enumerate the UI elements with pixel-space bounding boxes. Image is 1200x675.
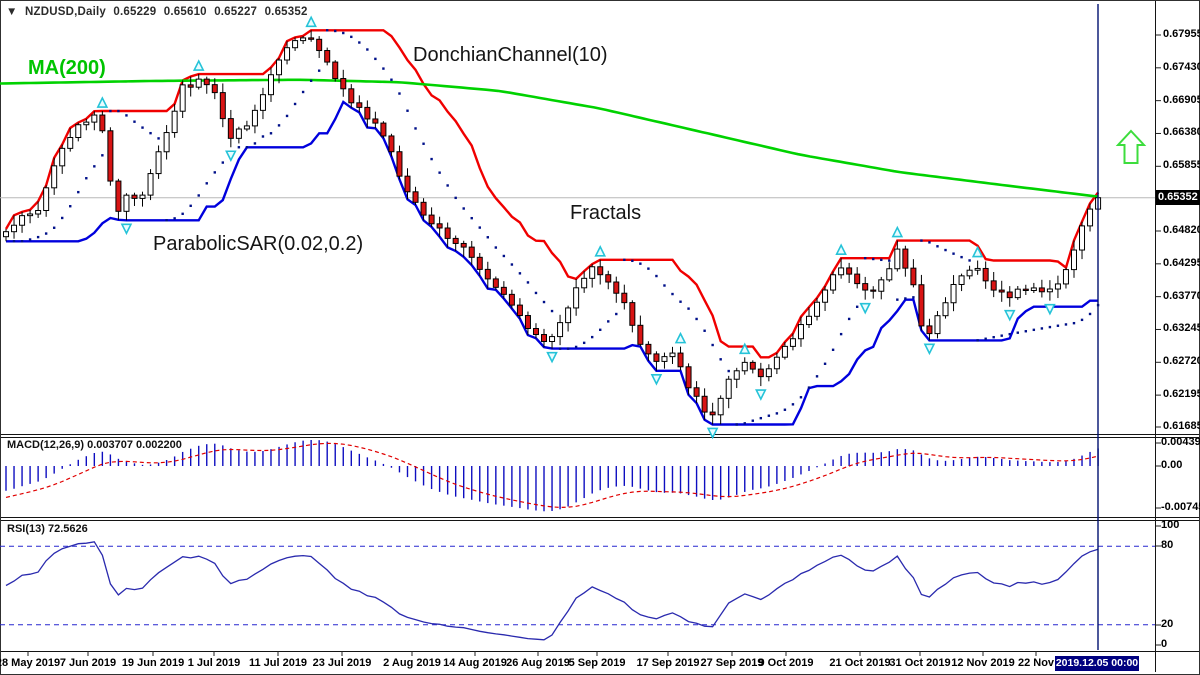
time-tick-label: 11 Jul 2019 bbox=[248, 657, 308, 669]
fractal-arrows bbox=[96, 15, 1056, 440]
donchian-annotation: DonchianChannel(10) bbox=[413, 44, 608, 66]
macd-tick-label: 0.004399 bbox=[1161, 436, 1200, 448]
time-tick-label: 19 Jun 2019 bbox=[121, 657, 185, 669]
time-tick-label: 23 Jul 2019 bbox=[312, 657, 372, 669]
rsi-tick-label: 80 bbox=[1161, 539, 1174, 551]
up-arrow-icon bbox=[1115, 129, 1147, 164]
time-tick-label: 9 Oct 2019 bbox=[758, 657, 814, 669]
ohlc-close: 0.65352 bbox=[264, 6, 308, 18]
axis-ticks bbox=[27, 34, 1161, 656]
macd-panel-label: MACD(12,26,9) 0.003707 0.002200 bbox=[7, 439, 182, 451]
time-tick-label: 7 Jun 2019 bbox=[59, 657, 117, 669]
price-tick-label: 0.64820 bbox=[1163, 224, 1200, 236]
signal-arrow bbox=[1115, 129, 1147, 164]
time-tick-label: 22 Nov bbox=[1017, 657, 1055, 669]
time-tick-label: 17 Sep 2019 bbox=[636, 657, 700, 669]
parabolic-sar-annotation: ParabolicSAR(0.02,0.2) bbox=[153, 233, 364, 255]
price-tick-label: 0.66905 bbox=[1163, 93, 1200, 106]
time-tick-label: 5 Sep 2019 bbox=[568, 657, 626, 669]
macd-panel bbox=[5, 440, 1099, 512]
rsi-tick-label: 20 bbox=[1161, 618, 1174, 630]
rsi-tick-label: 0 bbox=[1161, 638, 1168, 650]
price-tick-label: 0.66380 bbox=[1163, 126, 1200, 139]
price-tick-label: 0.65855 bbox=[1163, 159, 1200, 172]
fractals-annotation: Fractals bbox=[570, 202, 642, 224]
time-tick-label: 26 Aug 2019 bbox=[506, 657, 570, 669]
price-tick-label: 0.67430 bbox=[1163, 60, 1200, 73]
time-tick-label: 1 Jul 2019 bbox=[187, 657, 241, 669]
ohlc-high: 0.65610 bbox=[163, 6, 207, 18]
time-tick-label: 28 May 2019 bbox=[0, 657, 61, 669]
ohlc-open: 0.65229 bbox=[113, 6, 157, 18]
macd-tick-label: -0.00745 bbox=[1161, 501, 1200, 513]
price-tick-label: 0.63770 bbox=[1163, 289, 1200, 302]
time-tick-label: 12 Nov 2019 bbox=[951, 657, 1015, 669]
rsi-panel bbox=[0, 541, 1155, 641]
donchian-channel bbox=[4, 29, 1100, 426]
current-price-label: 0.65352 bbox=[1156, 189, 1200, 205]
price-tick-label: 0.62720 bbox=[1163, 355, 1200, 368]
current-date-label: 2019.12.05 00:00 bbox=[1055, 656, 1139, 671]
price-tick-label: 0.67955 bbox=[1163, 28, 1200, 40]
rsi-tick-label: 100 bbox=[1161, 519, 1180, 531]
price-tick-label: 0.62195 bbox=[1163, 388, 1200, 401]
chart-title-bar: ▼ NZDUSD,Daily 0.65229 0.65610 0.65227 0… bbox=[6, 6, 312, 18]
rsi-panel-label: RSI(13) 72.5626 bbox=[7, 523, 88, 535]
time-tick-label: 2 Aug 2019 bbox=[383, 657, 441, 669]
candles-layer bbox=[3, 30, 1102, 425]
time-tick-label: 14 Aug 2019 bbox=[443, 657, 507, 669]
macd-tick-label: 0.00 bbox=[1161, 459, 1183, 471]
time-tick-label: 31 Oct 2019 bbox=[889, 657, 951, 669]
price-tick-label: 0.63245 bbox=[1163, 322, 1200, 335]
time-tick-label: 27 Sep 2019 bbox=[700, 657, 764, 669]
ma200-annotation: MA(200) bbox=[28, 57, 106, 79]
symbol-collapse-icon[interactable]: ▼ bbox=[6, 6, 18, 18]
parabolic-sar-dots bbox=[12, 29, 1100, 426]
price-tick-label: 0.61685 bbox=[1163, 420, 1200, 432]
price-tick-label: 0.64295 bbox=[1163, 256, 1200, 269]
ohlc-low: 0.65227 bbox=[214, 6, 258, 18]
time-tick-label: 21 Oct 2019 bbox=[829, 657, 891, 669]
symbol-name: NZDUSD,Daily bbox=[25, 6, 106, 18]
